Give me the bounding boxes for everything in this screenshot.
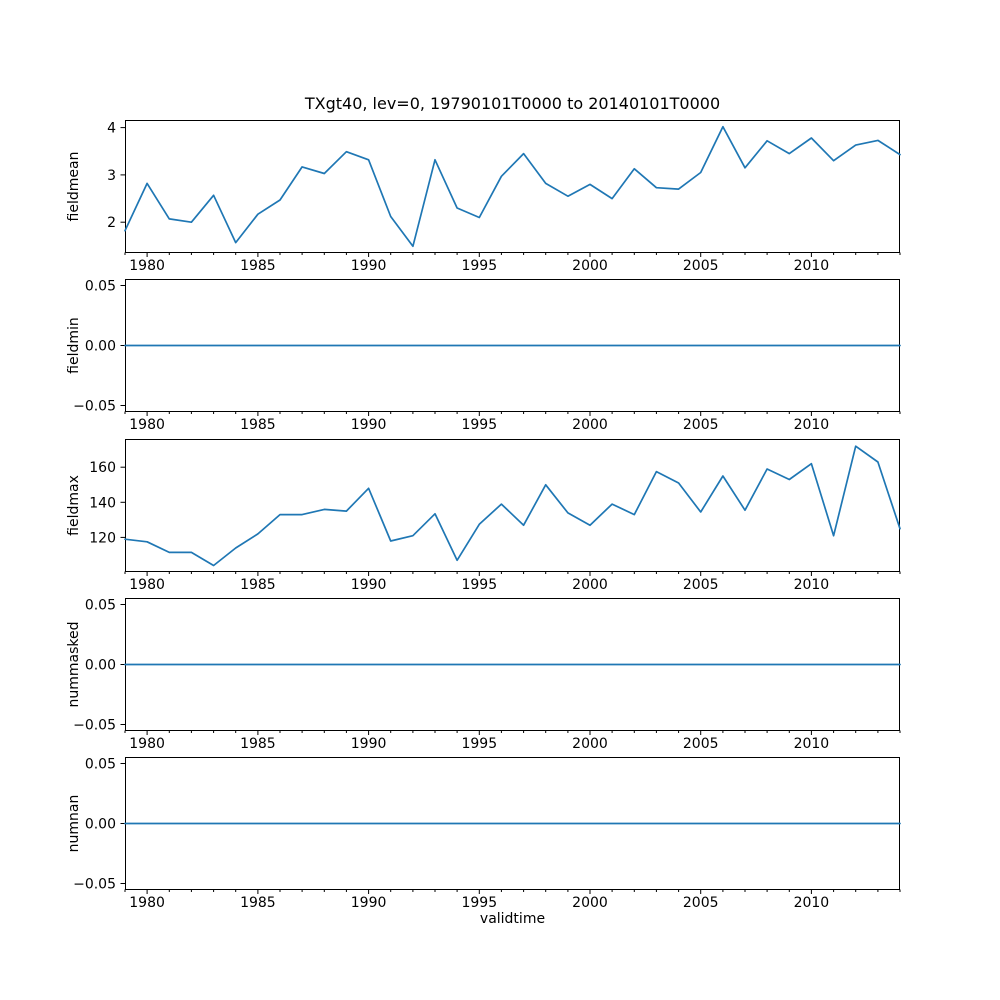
svg-text:2005: 2005	[683, 895, 719, 911]
svg-text:−0.05: −0.05	[73, 718, 116, 734]
svg-text:0.05: 0.05	[85, 279, 116, 295]
chart-title: TXgt40, lev=0, 19790101T0000 to 20140101…	[304, 94, 721, 113]
svg-text:1985: 1985	[240, 736, 276, 752]
svg-text:4: 4	[107, 121, 116, 137]
svg-text:1990: 1990	[351, 577, 387, 593]
svg-text:140: 140	[89, 495, 116, 511]
svg-text:2010: 2010	[794, 258, 830, 274]
x-axis-label: validtime	[479, 911, 546, 927]
subplot-fieldmax: 1980 1985 1990 1995 2000 2005 2010 120 140 160	[0, 439, 1000, 599]
svg-text:2010: 2010	[794, 577, 830, 593]
svg-text:0.05: 0.05	[85, 757, 116, 773]
svg-text:0.05: 0.05	[85, 598, 116, 614]
svg-text:2005: 2005	[683, 736, 719, 752]
svg-text:2000: 2000	[572, 895, 608, 911]
svg-text:1980: 1980	[129, 577, 165, 593]
svg-text:1990: 1990	[351, 895, 387, 911]
svg-text:1985: 1985	[240, 895, 276, 911]
svg-text:−0.05: −0.05	[73, 399, 116, 415]
svg-text:2000: 2000	[572, 577, 608, 593]
svg-text:1985: 1985	[240, 258, 276, 274]
y-axis-label-fieldmax: fieldmax	[66, 475, 82, 536]
svg-text:2010: 2010	[794, 417, 830, 433]
svg-text:2010: 2010	[794, 736, 830, 752]
subplot-numnan: 1980 1985 1990 1995 2000 2005 2010 0.05 0.00 −0.0…	[0, 757, 1000, 917]
subplot-fieldmean: 1980 1985 1990 1995 2000 2005 2010 2 3 4	[0, 120, 1000, 280]
svg-text:1995: 1995	[461, 736, 497, 752]
svg-text:1990: 1990	[351, 258, 387, 274]
svg-text:120: 120	[89, 530, 116, 546]
svg-text:1980: 1980	[129, 895, 165, 911]
svg-text:1980: 1980	[129, 736, 165, 752]
subplot-fieldmin-plot: 1980 1985 1990 1995 2000 2005 2010 0.05 0.00 −0.0…	[73, 279, 901, 433]
svg-text:1995: 1995	[461, 417, 497, 433]
subplot-fieldmax-plot: 1980 1985 1990 1995 2000 2005 2010 120 140 160	[89, 439, 901, 593]
y-axis-label-numnan: numnan	[66, 794, 82, 853]
svg-text:2000: 2000	[572, 736, 608, 752]
subplot-numnan-plot: 1980 1985 1990 1995 2000 2005 2010 0.05 0.00 −0.0…	[73, 757, 901, 911]
svg-text:1990: 1990	[351, 417, 387, 433]
subplot-fieldmean-plot: 1980 1985 1990 1995 2000 2005 2010 2 3 4	[107, 120, 901, 274]
y-axis-label-fieldmin: fieldmin	[66, 317, 82, 374]
svg-text:2010: 2010	[794, 895, 830, 911]
svg-text:0.00: 0.00	[85, 817, 116, 833]
svg-text:1995: 1995	[461, 895, 497, 911]
y-axis-label-nummasked: nummasked	[66, 621, 82, 708]
y-axis-label-fieldmean: fieldmean	[66, 151, 82, 222]
svg-text:2: 2	[107, 215, 116, 231]
svg-text:2000: 2000	[572, 258, 608, 274]
svg-text:2000: 2000	[572, 417, 608, 433]
subplot-fieldmin: 1980 1985 1990 1995 2000 2005 2010 0.05 0.00 −0.0…	[0, 279, 1000, 439]
svg-text:1990: 1990	[351, 736, 387, 752]
svg-text:0.00: 0.00	[85, 339, 116, 355]
svg-text:1995: 1995	[461, 258, 497, 274]
svg-text:1985: 1985	[240, 577, 276, 593]
subplot-nummasked-plot: 1980 1985 1990 1995 2000 2005 2010 0.05 0.00 −0.0…	[73, 598, 901, 752]
svg-text:2005: 2005	[683, 577, 719, 593]
svg-text:1995: 1995	[461, 577, 497, 593]
subplot-nummasked: 1980 1985 1990 1995 2000 2005 2010 0.05 0.00 −0.0…	[0, 598, 1000, 758]
svg-text:−0.05: −0.05	[73, 877, 116, 893]
svg-text:1980: 1980	[129, 258, 165, 274]
svg-text:160: 160	[89, 460, 116, 476]
svg-text:1980: 1980	[129, 417, 165, 433]
svg-text:2005: 2005	[683, 417, 719, 433]
svg-text:1985: 1985	[240, 417, 276, 433]
svg-text:0.00: 0.00	[85, 658, 116, 674]
svg-text:2005: 2005	[683, 258, 719, 274]
svg-text:3: 3	[107, 168, 116, 184]
